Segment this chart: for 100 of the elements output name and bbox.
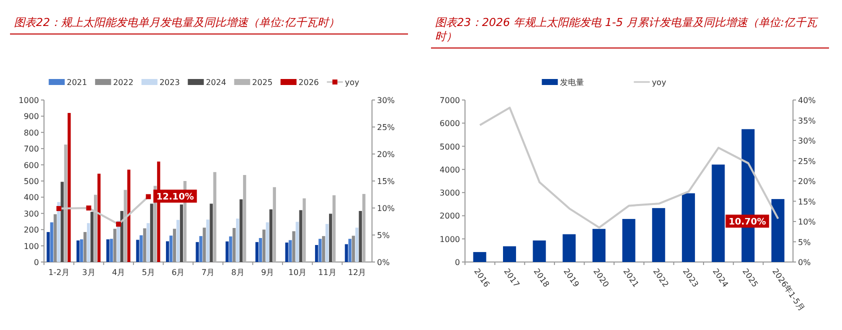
y-tick-label: 4000	[440, 165, 460, 174]
y2-tick-label: 0%	[798, 258, 812, 267]
bar	[176, 220, 180, 262]
legend-label: 2026	[298, 78, 319, 87]
x-tick-label: 7月	[201, 268, 215, 277]
y-tick-label: 800	[24, 128, 39, 138]
bar	[80, 239, 84, 262]
legend-label: 发电量	[560, 78, 584, 87]
y-tick-label: 1000	[440, 234, 460, 244]
y-tick-label: 200	[24, 226, 39, 235]
line-series	[478, 106, 780, 229]
y-tick-label: 300	[24, 209, 39, 218]
bar	[172, 228, 176, 262]
y-tick-label: 0	[454, 258, 460, 267]
y-tick-label: 900	[24, 112, 39, 122]
bar	[68, 112, 71, 262]
bar	[169, 236, 173, 262]
bar	[322, 236, 326, 262]
y-tick-label: 3000	[440, 188, 460, 198]
bar	[232, 228, 236, 262]
bar	[202, 228, 206, 262]
bar	[146, 223, 150, 262]
bar	[76, 240, 80, 262]
legend-label: 2024	[206, 78, 226, 87]
y2-tick-label: 10%	[377, 204, 396, 213]
bar	[352, 236, 355, 262]
bar	[712, 164, 725, 262]
bar	[652, 208, 666, 262]
bar	[136, 240, 140, 262]
bar	[236, 218, 240, 262]
chart-title: 图表22：规上太阳能发电单月发电量及同比增速（单位:亿千瓦时）	[14, 16, 340, 29]
bar	[83, 232, 87, 262]
y2-tick-label: 30%	[377, 96, 396, 105]
bar	[226, 241, 229, 262]
y2-tick-label: 20%	[377, 150, 396, 159]
x-tick-label: 8月	[231, 268, 244, 277]
bar	[57, 202, 60, 262]
bar	[562, 234, 576, 262]
bar	[50, 222, 54, 262]
bar	[120, 210, 124, 262]
y2-tick-label: 5%	[798, 238, 812, 247]
bar	[269, 209, 272, 262]
bar	[332, 195, 336, 262]
x-tick-label: 4月	[112, 268, 126, 277]
bar	[54, 214, 57, 262]
y-tick-label: 7000	[440, 96, 460, 105]
y-tick-label: 6000	[440, 119, 460, 128]
y-tick-label: 0	[34, 258, 39, 267]
bar	[229, 236, 232, 262]
bar	[180, 204, 184, 262]
bar	[355, 228, 358, 262]
x-tick-label: 3月	[82, 268, 96, 277]
bar	[199, 236, 202, 262]
y-tick-label: 2000	[440, 212, 460, 221]
bar	[46, 232, 50, 262]
bar	[86, 223, 90, 262]
bar	[90, 212, 94, 262]
bar	[127, 170, 130, 262]
x-tick-label: 11月	[318, 268, 336, 277]
bar	[243, 175, 246, 262]
bar	[166, 241, 170, 262]
bar	[150, 204, 154, 262]
y2-tick-label: 35%	[798, 116, 816, 126]
y-tick-label: 500	[24, 177, 39, 186]
y2-tick-label: 5%	[377, 231, 390, 240]
x-tick-label: 10月	[288, 268, 307, 277]
bar	[503, 246, 516, 262]
bar	[110, 238, 113, 262]
bar	[302, 198, 306, 262]
bar	[329, 214, 332, 262]
legend-label: 2023	[159, 78, 180, 87]
y-tick-label: 5000	[440, 142, 460, 152]
bar	[288, 240, 292, 262]
bar	[210, 204, 213, 262]
y2-tick-label: 25%	[377, 123, 396, 132]
data-label: 10.70%	[728, 218, 766, 228]
bar	[344, 244, 348, 262]
x-tick-label: 12月	[348, 268, 366, 277]
legend-label: yoy	[652, 78, 666, 87]
y-tick-label: 400	[24, 193, 39, 202]
bar	[362, 194, 366, 262]
bar	[258, 238, 262, 262]
bar	[106, 239, 110, 262]
bar	[213, 172, 216, 262]
bar	[292, 231, 296, 262]
chart-title: 图表23：2026 年规上太阳能发电 1-5 月累计发电量及同比增速（单位:亿千瓦时）	[435, 16, 820, 43]
bar	[348, 238, 352, 262]
y2-tick-label: 15%	[798, 197, 816, 206]
bar	[262, 230, 266, 262]
y2-tick-label: 15%	[377, 177, 396, 186]
x-tick-label: 1-2月	[48, 268, 70, 277]
y2-tick-label: 40%	[798, 96, 816, 105]
bar	[60, 182, 64, 262]
y2-tick-label: 20%	[798, 177, 816, 186]
y2-tick-label: 30%	[798, 136, 816, 146]
bar	[64, 144, 68, 262]
bar	[206, 220, 210, 262]
y2-tick-label: 25%	[798, 156, 816, 166]
bar	[622, 218, 636, 262]
bar	[532, 240, 546, 262]
